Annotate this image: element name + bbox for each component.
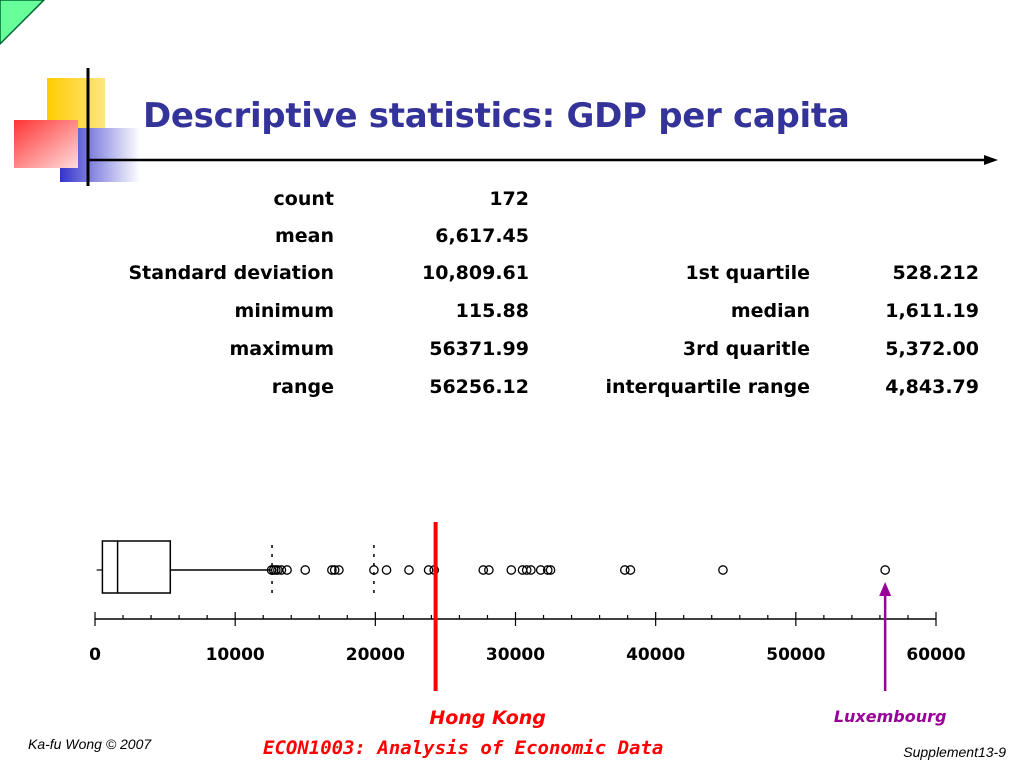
- slide-title: Descriptive statistics: GDP per capita: [143, 96, 850, 136]
- outlier-point: [517, 565, 528, 575]
- outlier-point: [334, 565, 344, 575]
- outlier-point: [484, 565, 494, 575]
- x-tick-label: 0: [89, 645, 101, 665]
- stat-label-iqr: interquartile range: [605, 376, 810, 398]
- outlier-point: [273, 565, 283, 575]
- footer-author: Ka-fu Wong © 2007: [28, 736, 152, 752]
- outlier-point: [381, 565, 392, 575]
- outlier-point: [429, 565, 440, 575]
- luxembourg-label: Luxembourg: [834, 707, 947, 726]
- corner-triangle-icon: [0, 0, 46, 46]
- stat-value-count: 172: [489, 188, 529, 210]
- stat-value-iqr: 4,843.79: [885, 376, 979, 398]
- x-tick-label: 60000: [906, 645, 965, 665]
- stat-value-maximum: 56371.99: [429, 338, 529, 360]
- hong-kong-label: Hong Kong: [429, 707, 546, 729]
- stat-value-minimum: 115.88: [455, 300, 529, 322]
- outlier-point: [329, 565, 340, 575]
- outlier-point: [506, 565, 517, 575]
- outlier-point: [423, 565, 434, 575]
- iqr-box: [101, 540, 172, 594]
- x-tick-label: 10000: [206, 645, 265, 665]
- stat-value-q3: 5,372.00: [885, 338, 979, 360]
- stat-value-std: 10,809.61: [422, 262, 529, 284]
- x-tick-label: 20000: [346, 645, 405, 665]
- stat-value-mean: 6,617.45: [435, 225, 529, 247]
- outlier-point: [619, 565, 630, 575]
- footer-course: ECON1003: Analysis of Economic Data: [263, 737, 664, 759]
- stat-label-median: median: [730, 300, 810, 322]
- outlier-point: [478, 565, 489, 575]
- stat-label-minimum: minimum: [234, 300, 334, 322]
- outlier-point: [404, 565, 414, 575]
- outlier-point: [718, 565, 728, 575]
- outlier-point: [327, 565, 337, 575]
- outlier-point: [526, 565, 536, 575]
- outlier-point: [535, 565, 546, 575]
- outlier-point: [300, 565, 311, 575]
- stat-label-range: range: [271, 376, 334, 398]
- stat-label-maximum: maximum: [229, 338, 334, 360]
- outlier-point: [268, 565, 279, 575]
- x-tick-label: 30000: [486, 645, 545, 665]
- stat-label-mean: mean: [274, 225, 334, 247]
- outlier-point: [270, 565, 281, 575]
- outlier-point: [266, 565, 277, 575]
- outlier-point: [282, 565, 292, 575]
- stat-label-std: Standard deviation: [128, 262, 334, 284]
- outlier-point: [276, 565, 287, 575]
- outlier-point: [542, 565, 553, 575]
- slide-decoration-icon: [14, 68, 140, 186]
- x-tick-label: 40000: [626, 645, 685, 665]
- outlier-point: [880, 565, 890, 575]
- stat-value-range: 56256.12: [429, 376, 529, 398]
- stat-value-median: 1,611.19: [885, 300, 979, 322]
- x-tick-label: 50000: [766, 645, 825, 665]
- outlier-point: [369, 565, 379, 575]
- stat-label-q1: 1st quartile: [685, 262, 810, 284]
- outlier-point: [521, 565, 532, 575]
- stat-label-count: count: [273, 188, 334, 210]
- outlier-point: [625, 565, 636, 575]
- luxembourg-arrow-head: [879, 582, 892, 596]
- stat-value-q1: 528.212: [892, 262, 979, 284]
- title-underline-arrow: [88, 155, 998, 165]
- footer-slide-number: Supplement13-9: [903, 744, 1006, 760]
- outlier-point: [545, 565, 556, 575]
- stat-label-q3: 3rd quaritle: [682, 338, 810, 360]
